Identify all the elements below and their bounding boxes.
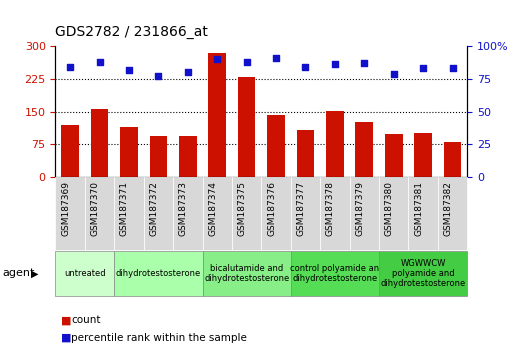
Bar [414,133,432,177]
Text: agent: agent [3,268,35,279]
Bar [149,136,167,177]
Bar [173,177,203,250]
Bar [409,177,438,250]
Point [96,59,104,64]
Text: GSM187380: GSM187380 [385,181,394,236]
Bar [120,127,138,177]
Point [419,65,427,71]
Text: GSM187377: GSM187377 [297,181,306,236]
Point [213,56,221,62]
Bar [320,177,350,250]
Bar [85,177,114,250]
Bar [55,177,85,250]
Bar [261,177,291,250]
Text: ■: ■ [61,315,71,325]
Text: GSM187375: GSM187375 [238,181,247,236]
Bar [114,177,144,250]
Text: WGWWCW
polyamide and
dihydrotestosterone: WGWWCW polyamide and dihydrotestosterone [381,258,466,289]
Bar [114,251,203,296]
Point [390,71,398,76]
Text: ▶: ▶ [31,268,38,279]
Bar [144,177,173,250]
Text: GSM187376: GSM187376 [267,181,276,236]
Bar [61,125,79,177]
Bar [179,136,196,177]
Text: GSM187370: GSM187370 [91,181,100,236]
Bar [55,251,114,296]
Text: ■: ■ [61,333,71,343]
Point [448,65,457,71]
Point [301,64,310,70]
Text: GSM187378: GSM187378 [326,181,335,236]
Bar [350,177,379,250]
Bar [238,78,256,177]
Text: percentile rank within the sample: percentile rank within the sample [71,333,247,343]
Bar [291,177,320,250]
Bar [444,142,461,177]
Bar [232,177,261,250]
Text: GSM187369: GSM187369 [61,181,70,236]
Bar [355,122,373,177]
Text: dihydrotestosterone: dihydrotestosterone [116,269,201,278]
Bar [385,134,402,177]
Point [66,64,74,70]
Bar [209,52,226,177]
Text: GSM187374: GSM187374 [208,181,217,235]
Point [154,73,163,79]
Text: GSM187381: GSM187381 [414,181,423,236]
Bar [379,177,409,250]
Text: GSM187373: GSM187373 [179,181,188,236]
Point [242,59,251,64]
Bar [267,115,285,177]
Text: GSM187372: GSM187372 [149,181,158,235]
Point [331,62,339,67]
Point [184,69,192,75]
Bar [326,111,344,177]
Text: GSM187371: GSM187371 [120,181,129,236]
Point [272,55,280,61]
Bar [91,109,108,177]
Text: GSM187379: GSM187379 [355,181,364,236]
Bar [379,251,467,296]
Text: GDS2782 / 231866_at: GDS2782 / 231866_at [55,25,209,39]
Text: untreated: untreated [64,269,106,278]
Text: bicalutamide and
dihydrotestosterone: bicalutamide and dihydrotestosterone [204,264,289,283]
Text: count: count [71,315,101,325]
Bar [203,177,232,250]
Bar [291,251,379,296]
Bar [203,251,291,296]
Point [125,67,133,73]
Text: control polyamide an
dihydrotestosterone: control polyamide an dihydrotestosterone [290,264,380,283]
Bar [438,177,467,250]
Text: GSM187382: GSM187382 [444,181,452,235]
Bar [297,130,314,177]
Point [360,60,369,66]
